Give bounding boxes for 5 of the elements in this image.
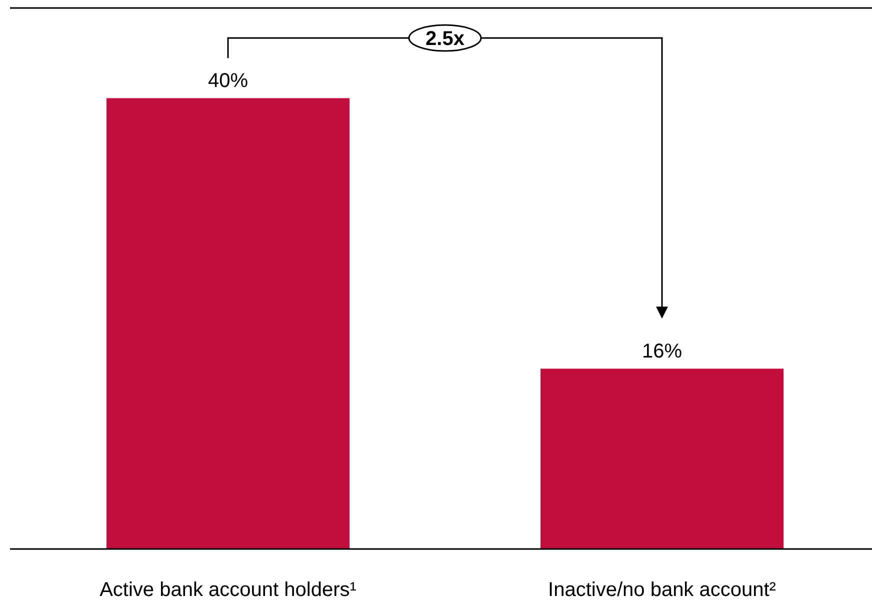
- text: 2.5x: [426, 28, 464, 50]
- data-label: 16%: [642, 340, 682, 363]
- x-tick-label: Active bank account holders¹: [100, 579, 357, 601]
- x-tick-label: Inactive/no bank account²: [548, 579, 776, 601]
- data-label: 40%: [208, 70, 248, 92]
